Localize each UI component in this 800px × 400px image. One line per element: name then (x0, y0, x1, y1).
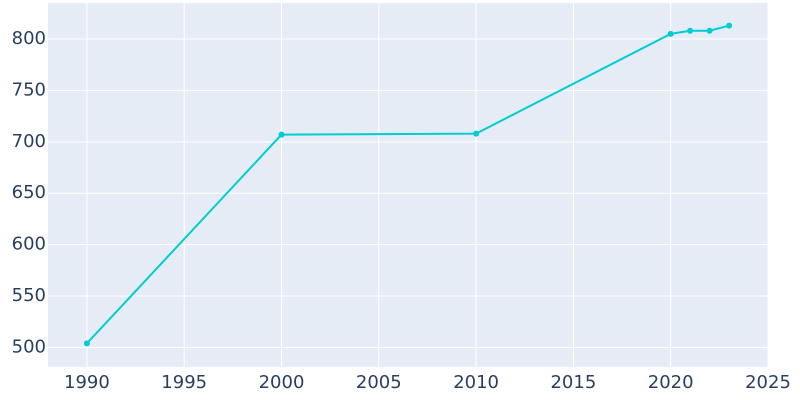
y-tick-label: 750 (12, 79, 46, 100)
y-tick-label: 550 (12, 285, 46, 306)
point (726, 22, 733, 29)
point (473, 130, 480, 137)
x-tick-label: 2000 (259, 372, 305, 393)
x-tick-label: 1995 (161, 372, 207, 393)
y-tick-label: 650 (12, 182, 46, 203)
point (706, 27, 713, 34)
point (83, 340, 90, 347)
plot-area (48, 3, 768, 367)
y-tick-label: 800 (12, 28, 46, 49)
point (687, 27, 694, 34)
x-tick-label: 2020 (648, 372, 694, 393)
y-tick-label: 500 (12, 336, 46, 357)
x-tick-label: 2025 (745, 372, 791, 393)
x-tick-label: 2010 (453, 372, 499, 393)
y-tick-label: 600 (12, 234, 46, 255)
point (278, 131, 285, 138)
x-tick-label: 2005 (356, 372, 402, 393)
point (667, 30, 674, 37)
y-tick-label: 700 (12, 131, 46, 152)
x-tick-label: 1990 (64, 372, 110, 393)
x-tick-label: 2015 (550, 372, 596, 393)
